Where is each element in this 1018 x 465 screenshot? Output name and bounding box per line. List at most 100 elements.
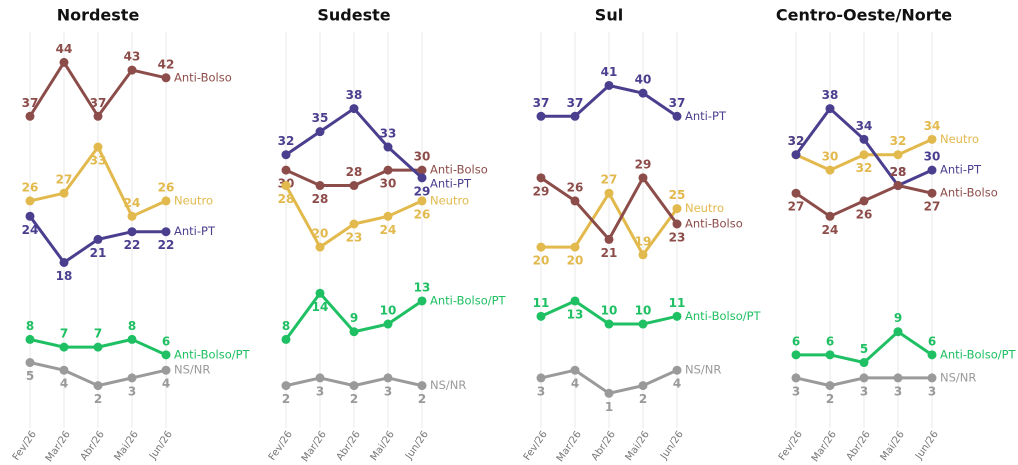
value-label: 23 xyxy=(669,231,686,245)
series-point xyxy=(281,150,291,160)
series-point xyxy=(604,388,614,398)
series-point xyxy=(536,311,546,321)
series-point xyxy=(791,373,801,383)
x-tick-label: Fev/26 xyxy=(522,429,550,463)
value-label: 13 xyxy=(414,280,431,294)
series-point xyxy=(59,342,69,352)
value-label: 24 xyxy=(380,223,397,237)
series-point xyxy=(25,211,35,221)
value-label: 20 xyxy=(533,254,550,268)
series-point xyxy=(570,296,580,306)
value-label: 27 xyxy=(924,200,941,214)
series-point xyxy=(383,373,393,383)
x-tick-label: Mar/26 xyxy=(300,429,329,464)
value-label: 34 xyxy=(856,119,873,133)
value-label: 4 xyxy=(571,377,579,391)
series-point xyxy=(791,350,801,360)
value-label: 4 xyxy=(673,377,681,391)
value-label: 13 xyxy=(567,307,584,321)
series-point xyxy=(59,365,69,375)
series-name-label: Anti-Bolso xyxy=(174,70,232,84)
value-label: 28 xyxy=(346,165,363,179)
value-label: 32 xyxy=(788,134,805,148)
series-point xyxy=(825,381,835,391)
value-label: 24 xyxy=(822,223,839,237)
series-point xyxy=(93,381,103,391)
x-tick-label: Jun/26 xyxy=(658,429,686,462)
series-point xyxy=(25,358,35,368)
value-label: 30 xyxy=(924,150,941,164)
value-label: 29 xyxy=(635,157,652,171)
series-name-label: Anti-PT xyxy=(940,163,982,177)
series-point xyxy=(791,150,801,160)
series-name-label: NS/NR xyxy=(174,363,210,377)
value-label: 30 xyxy=(380,177,397,191)
series-point xyxy=(570,242,580,252)
value-label: 32 xyxy=(278,134,295,148)
series-point xyxy=(383,165,393,175)
value-label: 21 xyxy=(601,246,618,260)
series-name-label: Anti-PT xyxy=(174,224,216,238)
value-label: 7 xyxy=(94,327,102,341)
value-label: 6 xyxy=(928,334,936,348)
series-point xyxy=(893,181,903,191)
value-label: 28 xyxy=(278,192,295,206)
x-tick-label: Mai/26 xyxy=(624,429,652,463)
x-tick-label: Jun/26 xyxy=(147,429,175,462)
value-label: 10 xyxy=(380,304,397,318)
value-label: 2 xyxy=(639,392,647,406)
series-point xyxy=(417,196,427,206)
panel-title: Centro-Oeste/Norte xyxy=(776,6,952,25)
value-label: 33 xyxy=(90,154,107,168)
series-point xyxy=(604,319,614,329)
value-label: 27 xyxy=(788,200,805,214)
series-point xyxy=(638,381,648,391)
value-label: 9 xyxy=(350,311,358,325)
panel-title: Sul xyxy=(595,6,623,25)
series-point xyxy=(638,173,648,183)
series-name-label: Anti-Bolso/PT xyxy=(685,309,762,323)
series-point xyxy=(859,196,869,206)
value-label: 38 xyxy=(822,88,839,102)
value-label: 24 xyxy=(124,196,141,210)
series-point xyxy=(161,365,171,375)
value-label: 34 xyxy=(924,119,941,133)
value-label: 8 xyxy=(128,319,136,333)
value-label: 10 xyxy=(601,304,618,318)
value-label: 37 xyxy=(533,96,550,110)
series-point xyxy=(672,311,682,321)
value-label: 3 xyxy=(928,384,936,398)
value-label: 26 xyxy=(22,180,39,194)
x-tick-label: Fev/26 xyxy=(267,429,295,463)
series-point xyxy=(859,373,869,383)
series-point xyxy=(604,234,614,244)
series-point xyxy=(127,373,137,383)
value-label: 28 xyxy=(890,165,907,179)
series-point xyxy=(825,165,835,175)
value-label: 4 xyxy=(162,377,170,391)
series-point xyxy=(281,334,291,344)
value-label: 40 xyxy=(635,73,652,87)
series-point xyxy=(893,373,903,383)
series-point xyxy=(570,365,580,375)
series-point xyxy=(570,111,580,121)
series-point xyxy=(672,204,682,214)
series-name-label: NS/NR xyxy=(430,378,466,392)
series-point xyxy=(383,142,393,152)
x-tick-label: Jun/26 xyxy=(403,429,431,462)
series-point xyxy=(893,150,903,160)
value-label: 30 xyxy=(822,150,839,164)
series-point xyxy=(59,188,69,198)
value-label: 33 xyxy=(380,127,397,141)
value-label: 6 xyxy=(162,334,170,348)
value-label: 26 xyxy=(414,207,431,221)
series-point xyxy=(349,181,359,191)
series-name-label: Anti-Bolso xyxy=(430,163,488,177)
x-tick-label: Abr/26 xyxy=(590,429,618,463)
value-label: 26 xyxy=(856,207,873,221)
series-point xyxy=(536,373,546,383)
series-point xyxy=(349,104,359,114)
series-point xyxy=(927,350,937,360)
series-point xyxy=(825,211,835,221)
